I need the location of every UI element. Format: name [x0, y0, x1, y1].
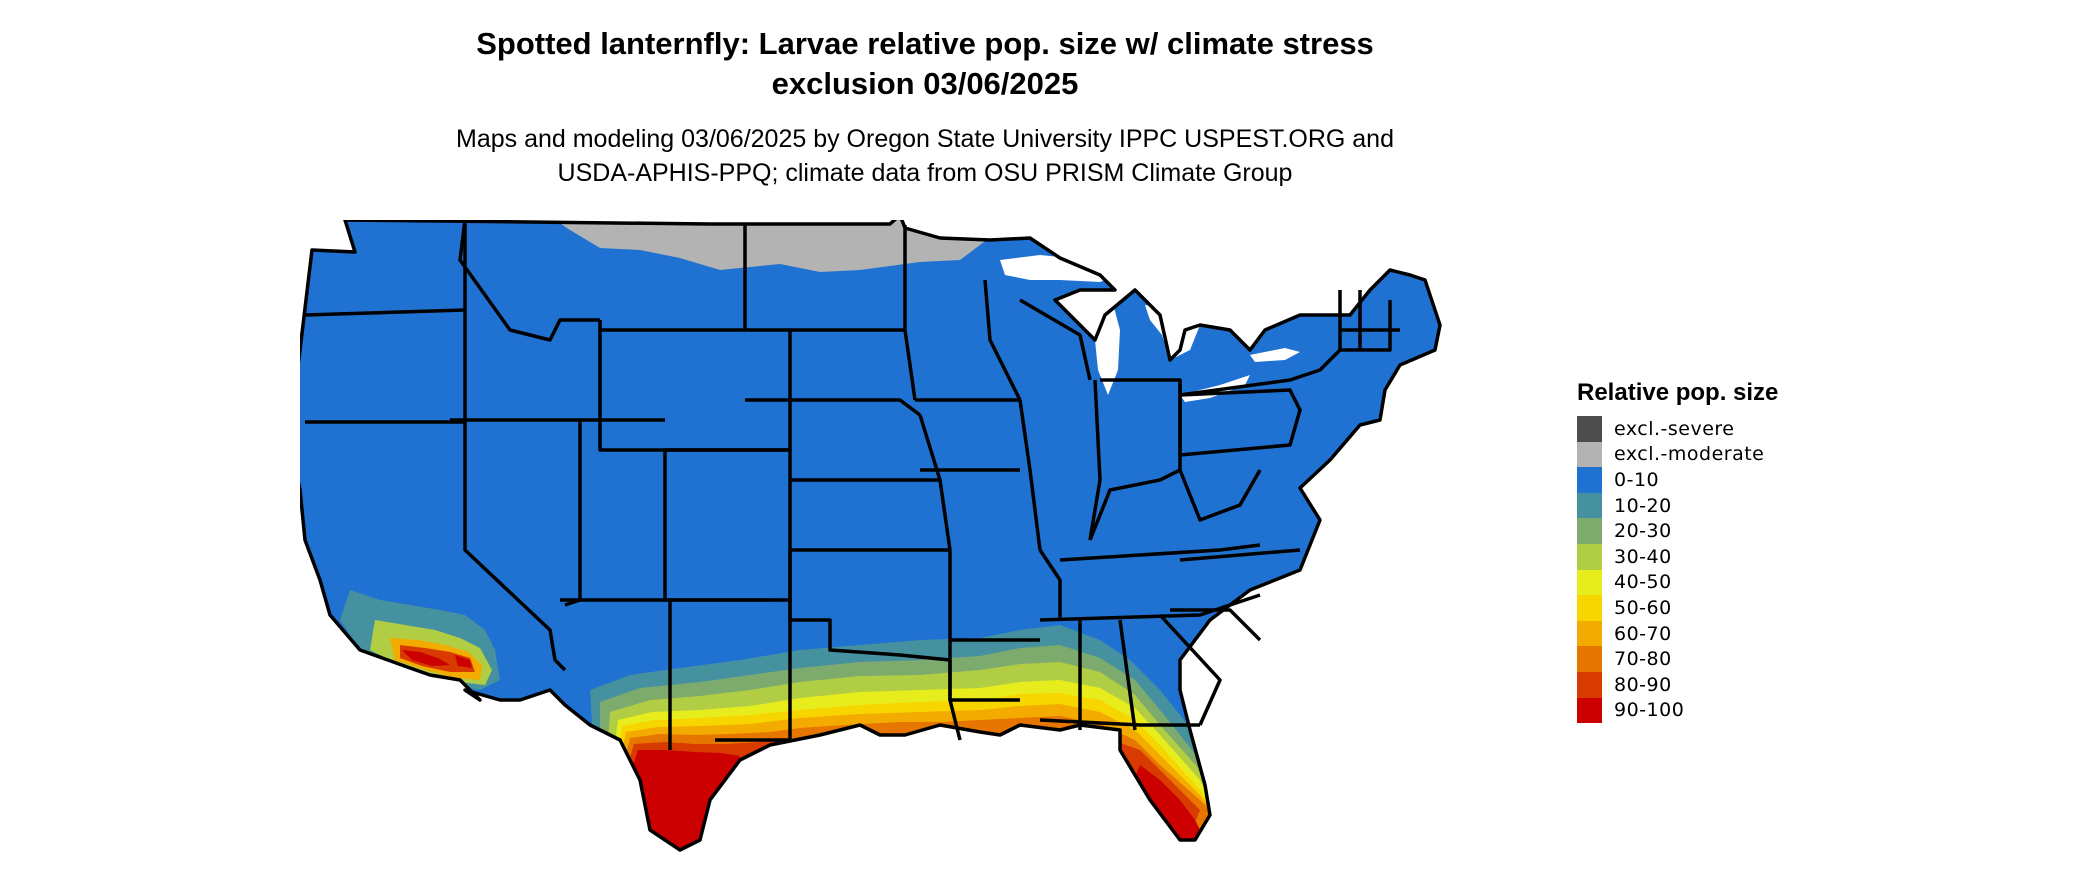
border-mo-tn: [1038, 549, 1062, 620]
legend-swatch: [1577, 569, 1602, 596]
legend-label: 10-20: [1614, 494, 1672, 517]
border-il-in: [1088, 379, 1102, 541]
legend-label: 20-30: [1614, 520, 1672, 543]
legend-swatch: [1577, 441, 1602, 468]
legend-swatch: [1577, 518, 1602, 544]
lake-huron: [1145, 305, 1200, 360]
legend-item: 50-60: [1577, 595, 1877, 621]
legend-item: 0-10: [1577, 467, 1877, 493]
map-subtitle: Maps and modeling 03/06/2025 by Oregon S…: [0, 122, 1850, 190]
legend-title: Relative pop. size: [1577, 379, 1779, 406]
border-id-mt: [458, 220, 600, 342]
legend-swatch: [1577, 646, 1602, 672]
border-nm-tx: [715, 600, 792, 742]
border-tn-ms-al: [1039, 593, 1261, 622]
border-nc-sc: [1170, 608, 1262, 642]
border-ga-fl: [1039, 718, 1200, 727]
border-oh-ky: [1088, 468, 1181, 541]
border-sd-ne: [745, 398, 922, 417]
map-subtitle-line1: Maps and modeling 03/06/2025 by Oregon S…: [456, 125, 1394, 153]
zone-excl-moderate: [555, 220, 1000, 272]
legend-label: 70-80: [1614, 648, 1672, 671]
map-title: Spotted lanternfly: Larvae relative pop.…: [0, 24, 1850, 104]
border-ca-nv: [463, 422, 567, 672]
legend-label: 90-100: [1614, 699, 1685, 722]
map-title-line1: Spotted lanternfly: Larvae relative pop.…: [476, 26, 1374, 61]
border-ok-tx: [788, 550, 951, 662]
border-pa: [1178, 380, 1302, 457]
border-nd-mn: [903, 225, 917, 401]
legend-swatch: [1577, 620, 1602, 647]
map-title-line2: exclusion 03/06/2025: [771, 66, 1079, 101]
country-outline: [300, 220, 1442, 852]
border-wi-mi: [1019, 298, 1092, 381]
legend-swatch: [1577, 492, 1602, 519]
land-base: [300, 220, 1440, 850]
legend: Relative pop. size excl.-severe excl.-mod…: [1577, 378, 1877, 724]
legend-swatch: [1577, 543, 1602, 570]
border-ne-ia: [918, 414, 952, 551]
state-borders: [300, 220, 1442, 852]
legend-item: 60-70: [1577, 620, 1877, 647]
legend-label: 50-60: [1614, 596, 1672, 619]
legend-label: 80-90: [1614, 673, 1672, 696]
legend-swatch: [1577, 595, 1602, 621]
legend-item: 90-100: [1577, 697, 1877, 724]
us-map: [300, 220, 1550, 890]
map-subtitle-line2: USDA-APHIS-PPQ; climate data from OSU PR…: [557, 159, 1293, 187]
lake-ontario: [1250, 348, 1300, 362]
border-wa-or: [304, 308, 466, 317]
legend-label: 60-70: [1614, 622, 1672, 645]
legend-swatch: [1577, 416, 1602, 442]
legend-item: 70-80: [1577, 646, 1877, 672]
legend-item: 20-30: [1577, 518, 1877, 544]
legend-swatch: [1577, 467, 1602, 493]
legend-item: excl.-severe: [1577, 416, 1877, 442]
legend-item: 80-90: [1577, 671, 1877, 698]
legend-label: 0-10: [1614, 468, 1660, 491]
border-al-ga: [1118, 619, 1137, 731]
lake-superior: [1000, 255, 1120, 282]
legend-item: 30-40: [1577, 543, 1877, 570]
border-tx-la: [948, 660, 962, 741]
zone-90-100: [600, 738, 1205, 850]
border-ga-sc: [1158, 613, 1222, 726]
border-ia-il: [1018, 399, 1042, 551]
border-va-nc: [1179, 548, 1301, 562]
border-ne-states: [1340, 290, 1400, 352]
border-ky-tn: [1059, 543, 1261, 562]
legend-label: 30-40: [1614, 545, 1672, 568]
border-co: [665, 448, 792, 602]
us-map-svg: [300, 220, 1442, 852]
legend-items: excl.-severe excl.-moderate 0-10 10-20 20-30…: [1577, 416, 1877, 724]
legend-label: 40-50: [1614, 571, 1672, 594]
legend-swatch: [1577, 697, 1602, 724]
border-mn-wi: [983, 279, 1022, 401]
legend-item: excl.-moderate: [1577, 441, 1877, 468]
legend-label: excl.-severe: [1614, 417, 1735, 440]
zone-sw-90-100: [402, 650, 472, 668]
legend-item: 10-20: [1577, 492, 1877, 519]
border-wv: [1178, 469, 1262, 522]
legend-item: 40-50: [1577, 569, 1877, 596]
legend-swatch: [1577, 671, 1602, 698]
legend-label: excl.-moderate: [1614, 443, 1765, 466]
